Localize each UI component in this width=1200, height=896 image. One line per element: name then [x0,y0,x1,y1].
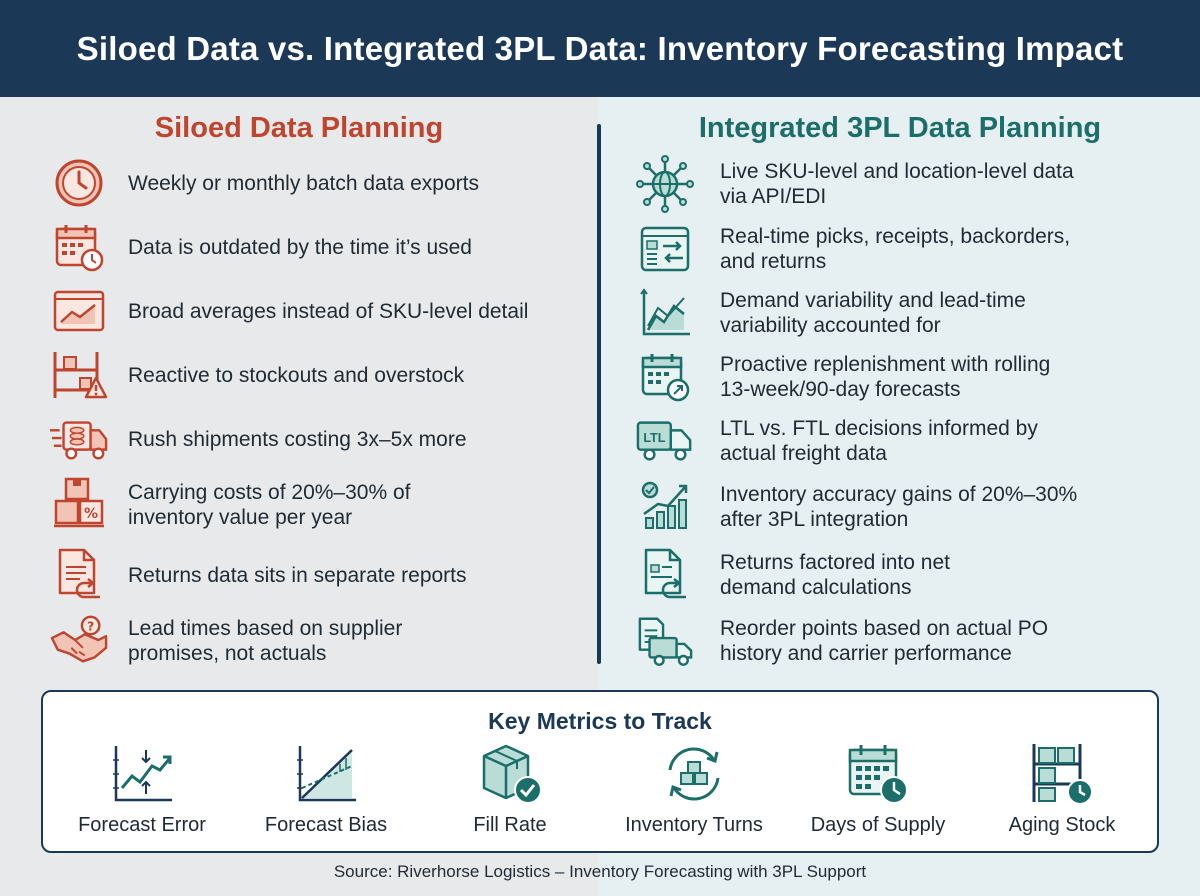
calendar-clock-icon [50,218,108,276]
integrated-item: Reorder points based on actual PO histor… [636,612,1176,670]
item-line: Data is outdated by the time it’s used [128,235,472,259]
item-line: 13-week/90-day forecasts [720,378,961,401]
shelf-warning-icon [50,346,108,404]
item-line: variability accounted for [720,314,941,337]
metrics-title: Key Metrics to Track [488,708,712,734]
item-line: via API/EDI [720,185,827,208]
days-of-supply-icon [844,740,912,808]
metric-forecast-error: Forecast Error [57,740,227,850]
rush-truck-icon [50,410,108,468]
metric-days-of-supply: Days of Supply [793,740,963,850]
integrated-title: Integrated 3PL Data Planning [698,112,1102,144]
svg-text:?: ? [87,618,94,633]
metric-forecast-bias: Forecast Bias [241,740,411,850]
boxes-percent-icon: % [50,476,108,534]
metric-label: Aging Stock [1008,814,1116,836]
item-line: history and carrier performance [720,642,1012,665]
siloed-item: Rush shipments costing 3x–5x more [50,410,580,468]
key-metrics-box: Key Metrics to Track Forecast Error [41,690,1159,853]
siloed-item: Reactive to stockouts and overstock [50,346,580,404]
item-line: Real-time picks, receipts, backorders, [720,225,1071,248]
source-caption: Source: Riverhorse Logistics – Inventory… [333,862,867,881]
integrated-item: Real-time picks, receipts, backorders, a… [636,220,1176,278]
integrated-item: Returns factored into net demand calcula… [636,546,1176,604]
item-line: Returns factored into net [720,551,950,574]
metric-fill-rate: Fill Rate [425,740,595,850]
item-line: Returns data sits in separate reports [128,563,467,587]
metric-label: Forecast Error [78,814,206,836]
ltl-badge: LTL [643,431,665,445]
integrated-item: Inventory accuracy gains of 20%–30% afte… [636,478,1176,536]
metric-label: Forecast Bias [264,814,388,836]
siloed-item: Data is outdated by the time it’s used [50,218,580,276]
integrated-item: Live SKU-level and location-level data v… [636,155,1176,213]
item-line: after 3PL integration [720,508,909,531]
handshake-question-icon: ? [50,612,108,670]
item-line: Rush shipments costing 3x–5x more [128,427,467,451]
item-line: promises, not actuals [128,642,327,665]
aging-stock-icon [1028,740,1096,808]
metric-aging-stock: Aging Stock [977,740,1147,850]
item-line: Live SKU-level and location-level data [720,160,1074,183]
item-line: and returns [720,250,827,273]
item-line: Demand variability and lead-time [720,289,1026,312]
network-globe-icon [636,155,694,213]
item-line: demand calculations [720,576,912,599]
fill-rate-box-icon [476,740,544,808]
integrated-item: Demand variability and lead-time variabi… [636,284,1176,342]
metric-label: Days of Supply [810,814,946,836]
averages-chart-icon [50,282,108,340]
metric-inventory-turns: Inventory Turns [609,740,779,850]
dashboard-sync-icon [636,220,694,278]
forecast-error-icon [108,740,176,808]
item-line: Broad averages instead of SKU-level deta… [128,299,529,323]
item-line: LTL vs. FTL decisions informed by [720,417,1038,440]
header-bar: Siloed Data vs. Integrated 3PL Data: Inv… [0,0,1200,97]
document-return-icon [636,546,694,604]
item-line: Proactive replenishment with rolling [720,353,1051,376]
item-line: Reorder points based on actual PO [720,617,1049,640]
siloed-item: Weekly or monthly batch data exports [50,154,580,212]
siloed-title: Siloed Data Planning [154,112,444,144]
siloed-item: ? Lead times based on supplier promises,… [50,612,580,670]
integrated-item: LTL LTL vs. FTL decisions informed by ac… [636,412,1176,470]
item-line: inventory value per year [128,506,353,529]
column-divider [597,124,601,664]
clock-icon [50,154,108,212]
po-truck-icon [636,612,694,670]
forecast-bias-icon [292,740,360,808]
ltl-truck-icon: LTL [636,412,694,470]
calendar-forecast-icon [636,348,694,406]
document-return-icon [50,546,108,604]
metric-label: Fill Rate [473,814,547,836]
item-line: Inventory accuracy gains of 20%–30% [720,483,1078,506]
item-line: Carrying costs of 20%–30% of [128,481,411,504]
item-line: Reactive to stockouts and overstock [128,363,465,387]
siloed-item: Returns data sits in separate reports [50,546,580,604]
metric-label: Inventory Turns [625,814,763,836]
svg-text:%: % [84,506,98,522]
siloed-item: % Carrying costs of 20%–30% of inventory… [50,476,580,534]
item-line: Lead times based on supplier [128,617,403,640]
siloed-item: Broad averages instead of SKU-level deta… [50,282,580,340]
item-line: actual freight data [720,442,887,465]
variability-chart-icon [636,284,694,342]
page-title: Siloed Data vs. Integrated 3PL Data: Inv… [76,29,1124,67]
item-line: Weekly or monthly batch data exports [128,171,479,195]
accuracy-bars-icon [636,478,694,536]
inventory-turns-icon [660,740,728,808]
integrated-item: Proactive replenishment with rolling 13-… [636,348,1176,406]
